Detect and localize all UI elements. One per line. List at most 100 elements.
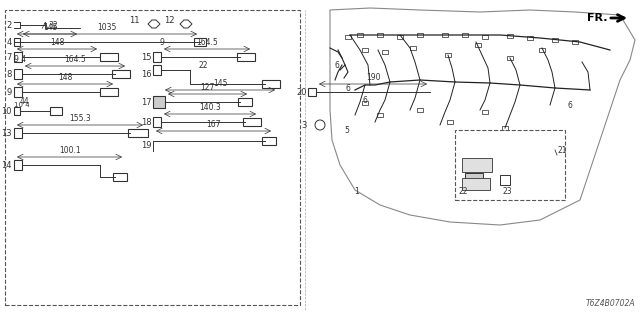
Text: 13: 13 [1,129,12,138]
Bar [262,137,276,145]
Bar [502,126,508,130]
Bar [362,101,368,105]
Bar [243,118,261,126]
Text: 11: 11 [129,15,140,25]
Bar [572,40,578,44]
Bar [462,33,468,37]
Bar [397,35,403,39]
Bar [500,175,510,185]
Bar [382,50,388,54]
Bar [410,46,416,50]
Bar [552,38,558,42]
Text: 1: 1 [355,188,360,196]
Bar [153,117,161,127]
Bar [482,35,488,39]
Bar [357,33,363,37]
Bar [262,80,280,88]
Text: 19: 19 [141,140,152,149]
Text: 190: 190 [365,73,380,82]
Bar [455,130,565,200]
Text: 4: 4 [7,37,12,46]
Text: 9: 9 [159,38,164,47]
Bar [14,38,20,46]
Text: 21: 21 [558,146,568,155]
Bar [14,107,20,115]
Text: 6: 6 [346,84,351,92]
Text: 7: 7 [6,52,12,61]
Bar [445,53,451,57]
Text: 20: 20 [296,87,307,97]
Bar [14,87,22,97]
Text: 10: 10 [1,107,12,116]
Text: 164.5: 164.5 [196,38,218,47]
Bar [442,33,448,37]
Text: 22: 22 [198,61,207,70]
Text: 145: 145 [43,23,57,32]
Text: 140.3: 140.3 [199,103,221,112]
Text: 5: 5 [344,125,349,134]
Text: 6: 6 [568,100,572,109]
Bar [377,33,383,37]
Bar [112,70,130,78]
Text: 16: 16 [141,69,152,78]
Bar [128,129,148,137]
Bar [50,107,62,115]
Bar [462,158,492,172]
Text: 3: 3 [301,121,307,130]
Text: 167: 167 [205,120,220,129]
Text: 23: 23 [502,188,512,196]
Text: 6: 6 [335,60,339,69]
Bar [14,52,22,62]
Bar [153,65,161,75]
Text: 1035: 1035 [97,23,116,32]
Bar [153,52,161,62]
Bar [507,56,513,60]
Text: 9 4: 9 4 [14,55,26,64]
Bar [507,34,513,38]
Bar [527,36,533,40]
Bar [153,96,165,108]
Text: 148: 148 [50,38,64,47]
Bar [5,10,300,305]
Bar [100,88,118,96]
Text: 10 4: 10 4 [14,102,29,108]
Text: 148: 148 [58,73,72,82]
Bar [362,48,368,52]
Text: 14: 14 [1,161,12,170]
Bar [417,108,423,112]
Text: 145: 145 [212,79,227,88]
Bar [194,38,206,46]
Text: 6: 6 [363,95,367,105]
Text: 15: 15 [141,52,152,61]
Bar [308,88,316,96]
Bar [377,113,383,117]
Text: 127: 127 [200,83,214,92]
Bar [482,110,488,114]
Bar [447,120,453,124]
Bar [14,69,22,79]
Bar [238,98,252,106]
Text: 8: 8 [6,69,12,78]
Text: 44: 44 [20,97,29,106]
Bar [475,43,481,47]
Bar [14,128,22,138]
Text: 17: 17 [141,98,152,107]
Text: 22: 22 [458,188,468,196]
Bar [465,173,483,185]
Text: 32: 32 [48,20,58,29]
Bar [14,160,22,170]
Text: 12: 12 [164,15,175,25]
Bar [417,33,423,37]
Text: T6Z4B0702A: T6Z4B0702A [586,299,635,308]
Text: FR.: FR. [586,13,607,23]
Text: 155.3: 155.3 [69,114,91,123]
Bar [345,35,351,39]
Text: 164.5: 164.5 [64,55,86,64]
Bar [100,53,118,61]
Text: 100.1: 100.1 [59,146,81,155]
Bar [539,48,545,52]
Text: 9: 9 [7,87,12,97]
Bar [462,178,490,190]
Text: 2: 2 [7,20,12,29]
Bar [113,173,127,181]
